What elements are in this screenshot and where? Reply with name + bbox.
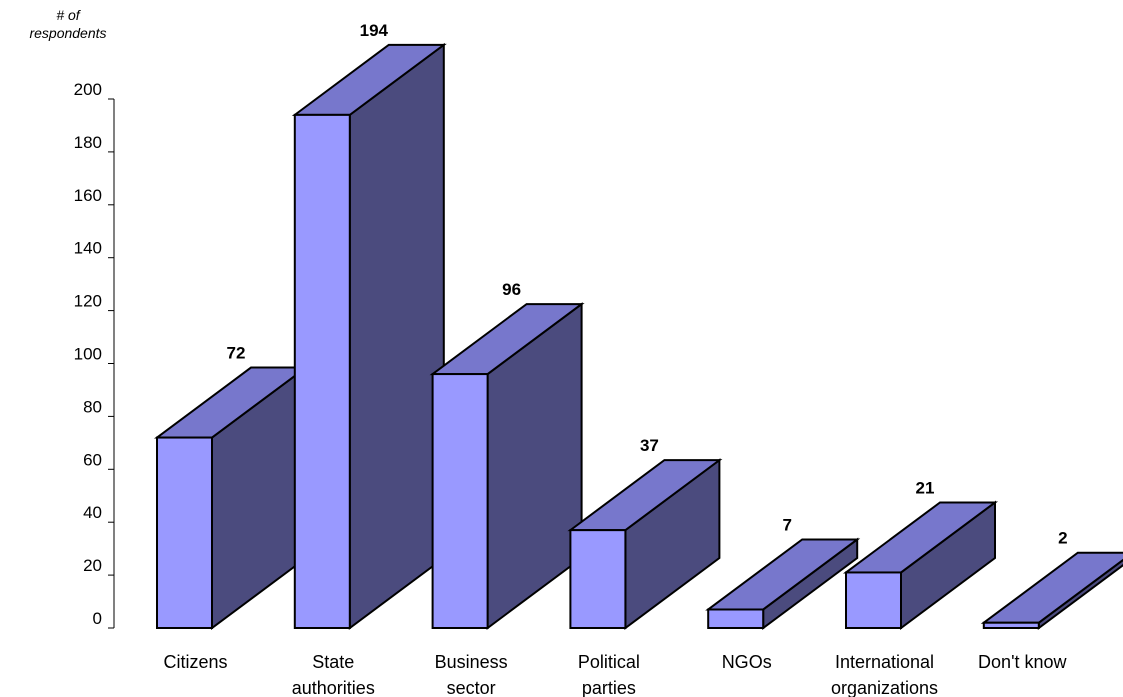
bar-front-face: [293, 113, 351, 630]
bar: [291, 42, 447, 630]
y-axis-title-line: respondents: [29, 25, 106, 41]
data-label: 72: [227, 344, 246, 363]
y-tick-label: 40: [83, 503, 102, 522]
y-tick-label: 20: [83, 556, 102, 575]
y-tick-label: 100: [74, 345, 102, 364]
bar-front-face: [431, 373, 489, 629]
data-label: 7: [782, 515, 791, 534]
x-tick-label: sector: [447, 678, 496, 697]
data-label: 2: [1058, 529, 1067, 548]
category-labels: Citizens State authorities Business sector Po…: [163, 652, 1067, 697]
bar-front-face: [707, 608, 765, 629]
bar-front-face: [845, 571, 902, 630]
x-tick-label: International: [835, 652, 934, 672]
bar: [842, 500, 999, 630]
data-label: 37: [640, 436, 659, 455]
x-tick-label: parties: [582, 678, 636, 697]
y-tick-label: 200: [74, 80, 102, 99]
y-axis: 0 20 40 60 80 100 120 140 160 180 200: [74, 80, 115, 629]
data-label: 194: [360, 21, 389, 40]
data-label: 21: [916, 478, 935, 497]
bar: [153, 365, 310, 630]
y-axis-title-line: # of: [56, 7, 81, 23]
bar: [429, 302, 585, 630]
bar-front-face: [156, 436, 213, 629]
bar-top-face: [980, 551, 1123, 624]
x-tick-label: Political: [578, 652, 640, 672]
x-tick-label: authorities: [292, 678, 375, 697]
x-tick-label: NGOs: [722, 652, 772, 672]
y-tick-label: 120: [74, 292, 102, 311]
y-tick-label: 60: [83, 450, 102, 469]
bar-side-face: [348, 42, 445, 630]
bar-front-face: [569, 529, 627, 630]
y-axis-title: # of respondents: [29, 7, 106, 41]
bar: [567, 458, 723, 630]
x-tick-label: Don't know: [978, 652, 1067, 672]
data-label: 96: [502, 280, 521, 299]
y-tick-label: 0: [93, 609, 102, 628]
x-tick-label: State: [312, 652, 354, 672]
y-tick-label: 180: [74, 133, 102, 152]
bar-front-face: [982, 621, 1040, 630]
bars: [153, 42, 1123, 630]
x-tick-label: Citizens: [163, 652, 227, 672]
bar: [705, 537, 861, 630]
y-tick-label: 140: [74, 239, 102, 258]
x-tick-label: Business: [435, 652, 508, 672]
x-tick-label: organizations: [831, 678, 938, 697]
y-tick-label: 80: [83, 397, 102, 416]
bar: [980, 551, 1123, 630]
value-labels: 72 194 96 37 7 21 2: [227, 21, 1068, 548]
y-tick-label: 160: [74, 186, 102, 205]
